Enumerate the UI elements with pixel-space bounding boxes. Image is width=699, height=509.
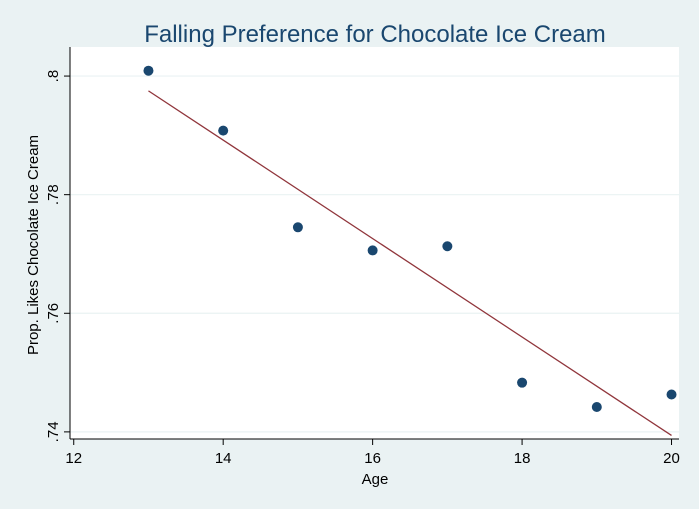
y-tick-label-3: .8 (45, 70, 62, 83)
data-point-3 (367, 245, 378, 256)
x-axis-title: Age (362, 471, 389, 488)
x-tick-label-2: 16 (364, 450, 381, 467)
y-tick-label-0: .74 (45, 421, 62, 442)
data-point-5 (517, 377, 528, 388)
data-point-7 (666, 389, 677, 400)
fit-line (148, 90, 672, 436)
x-tick-label-0: 12 (65, 450, 82, 467)
data-point-0 (143, 65, 154, 76)
y-tick-label-2: .78 (45, 184, 62, 205)
x-tick-label-4: 20 (663, 450, 680, 467)
y-tick-label-1: .76 (45, 303, 62, 324)
x-tick-label-3: 18 (514, 450, 531, 467)
grid-lines (70, 75, 679, 433)
data-point-2 (292, 222, 303, 233)
chart-title: Falling Preference for Chocolate Ice Cre… (144, 21, 606, 48)
axes: .74 .76 .78 .8 12 14 16 18 20 (45, 47, 680, 467)
x-tick-label-1: 14 (215, 450, 232, 467)
data-points (143, 65, 677, 412)
data-point-6 (591, 401, 602, 412)
fit-line-layer (148, 90, 672, 436)
data-point-4 (442, 241, 453, 252)
data-point-1 (218, 125, 229, 136)
y-axis-title: Prop. Likes Chocolate Ice Cream (25, 135, 42, 355)
